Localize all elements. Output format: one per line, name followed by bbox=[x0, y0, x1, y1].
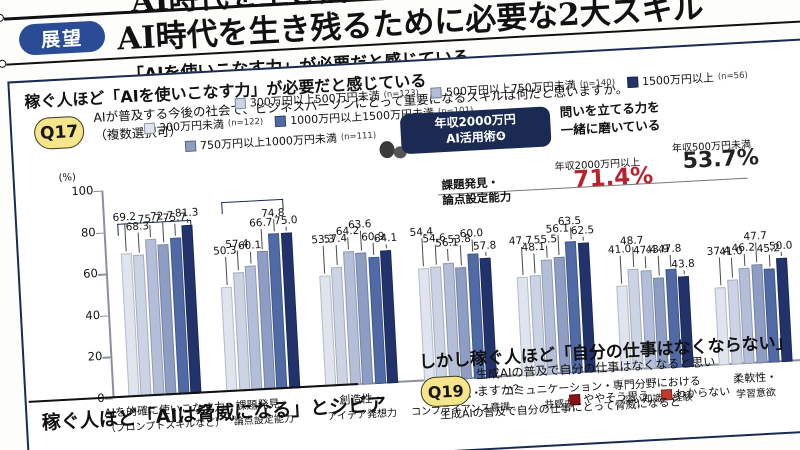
legend-sample-size: (n=56) bbox=[717, 70, 749, 83]
bar-label-leader bbox=[557, 235, 560, 256]
bar-value-label: 60.0 bbox=[459, 227, 484, 241]
bar-group: 53.3 57.4 64.2 63.6 60.9 64.1 bbox=[311, 175, 400, 387]
section-badge: 展望 bbox=[18, 20, 106, 56]
bar-value-label: 62.5 bbox=[570, 224, 595, 238]
legend-swatch bbox=[626, 75, 639, 88]
bar-value-label: 64.1 bbox=[373, 231, 398, 245]
question-tag-q17: Q17 bbox=[33, 115, 86, 151]
bar-value-label: 63.6 bbox=[347, 217, 372, 232]
legend-swatch bbox=[143, 122, 156, 134]
bar-label-leader bbox=[261, 229, 264, 250]
bar-label-leader bbox=[323, 245, 326, 274]
callout-note: 問いを立てる力を 一緒に磨いている bbox=[559, 99, 661, 138]
legend-item: 1500万円以上 (n=56) bbox=[626, 68, 749, 91]
bar-value-label: 47.8 bbox=[657, 241, 682, 256]
bar-label-leader bbox=[249, 251, 252, 264]
y-axis-label: 100 bbox=[71, 183, 94, 199]
y-axis-label: 40 bbox=[85, 307, 101, 323]
bar-label-leader bbox=[582, 236, 584, 241]
bar-value-label: 47.7 bbox=[743, 229, 768, 243]
y-axis-label: 60 bbox=[82, 266, 99, 281]
bar-label-leader bbox=[335, 244, 338, 265]
bar-label-leader bbox=[385, 243, 387, 249]
bar-label-leader bbox=[459, 245, 462, 266]
bar-value-label: 75.0 bbox=[273, 214, 298, 228]
bar-label-leader bbox=[657, 255, 660, 276]
y-axis-label: 20 bbox=[87, 349, 103, 364]
bar-value-label: 81.3 bbox=[174, 206, 199, 220]
bar-label-leader bbox=[237, 249, 240, 270]
legend-sample-size: (n=123) bbox=[383, 88, 420, 101]
bar-value-label: 46.2 bbox=[731, 241, 756, 255]
legend-label: わからない bbox=[674, 384, 731, 401]
bar-label-leader bbox=[718, 257, 722, 286]
callout-badge-line2: AI活用術❹ bbox=[445, 128, 507, 146]
bar-label-leader bbox=[683, 270, 685, 275]
bar-label-leader bbox=[225, 257, 228, 286]
bar-label-leader bbox=[619, 255, 623, 284]
legend-swatch bbox=[274, 115, 287, 127]
legend-sample-size: (n=140) bbox=[579, 77, 616, 90]
bar-value-label: 43.8 bbox=[671, 257, 696, 271]
y-axis-unit: (%) bbox=[58, 171, 77, 184]
hole-punch-icon bbox=[0, 13, 5, 23]
bar-label-leader bbox=[373, 243, 375, 256]
y-axis-tick bbox=[102, 356, 111, 359]
bar-group: 69.2 68.3 75.7 72.7 75.7 81.3 bbox=[112, 186, 203, 398]
legend-swatch bbox=[430, 86, 443, 99]
callout-badge: 年収2000万円 AI活用術❹ bbox=[399, 106, 552, 155]
bar-value-label: 50.0 bbox=[768, 239, 793, 253]
bar-value-label: 57.8 bbox=[472, 239, 497, 253]
bar-label-leader bbox=[780, 251, 783, 256]
legend-sample-size: (n=122) bbox=[227, 116, 264, 129]
bar-label-leader bbox=[447, 249, 449, 262]
legend-label: 1500万円以上 bbox=[641, 71, 715, 89]
bar-value-label: 60.1 bbox=[237, 239, 262, 253]
y-axis-tick bbox=[95, 232, 104, 234]
legend-swatch bbox=[184, 139, 197, 152]
bar-label-leader bbox=[731, 257, 734, 278]
bar-label-leader bbox=[768, 254, 771, 267]
legend-swatch bbox=[234, 97, 247, 109]
bar-label-leader bbox=[533, 253, 536, 274]
bar-label-leader bbox=[545, 245, 548, 258]
bar-label-leader bbox=[644, 256, 647, 269]
y-axis-label: 80 bbox=[80, 224, 96, 240]
legend-sample-size: (n=111) bbox=[340, 130, 377, 143]
y-axis-tick bbox=[100, 315, 109, 318]
bar-label-leader bbox=[347, 237, 350, 250]
bar-label-leader bbox=[285, 226, 288, 231]
bar-label-leader bbox=[743, 253, 746, 266]
y-axis-tick bbox=[93, 190, 102, 193]
question-tag-q19: Q19 bbox=[419, 374, 472, 408]
bar-label-leader bbox=[484, 251, 486, 256]
bar-label-leader bbox=[137, 232, 140, 253]
y-axis-tick bbox=[97, 273, 106, 276]
